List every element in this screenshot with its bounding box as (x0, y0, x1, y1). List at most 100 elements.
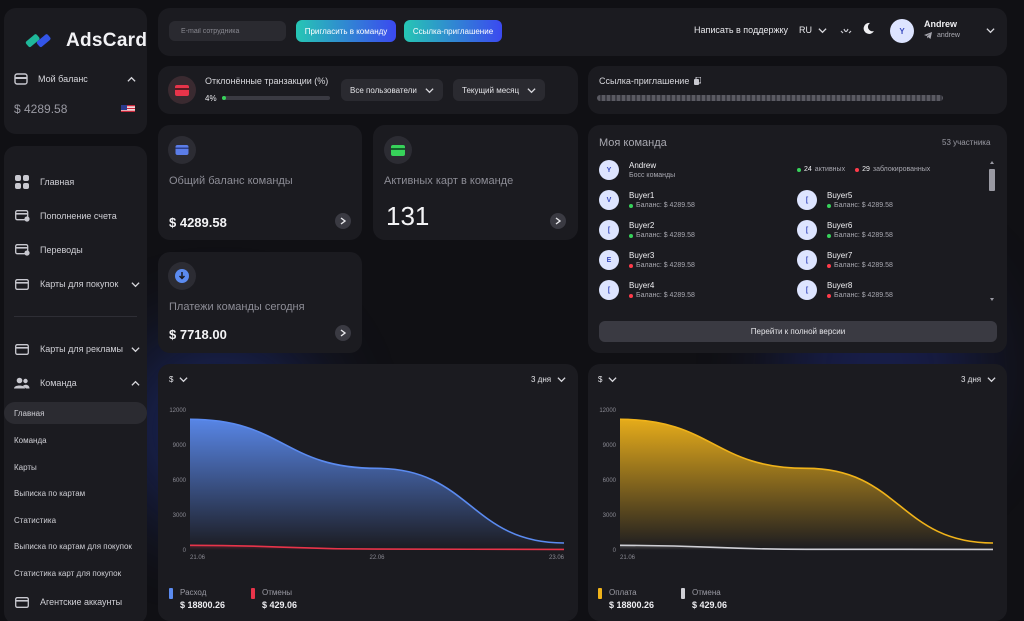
invite-link-button[interactable]: Ссылка-приглашение (404, 20, 502, 42)
legend-value: $ 429.06 (262, 600, 298, 610)
payments-today-title: Платежи команды сегодня (169, 301, 305, 313)
team-count: 53 участника (942, 138, 991, 147)
declined-progress-track (222, 96, 330, 100)
owner-role: Босс команды (629, 172, 676, 179)
team-subitem-main[interactable]: Главная (4, 402, 147, 424)
chevron-down-icon (425, 87, 434, 93)
sidebar-nav-panel (4, 146, 147, 621)
payments-today-arrow-button[interactable] (335, 325, 351, 341)
sidebar-item-label: Команда (40, 378, 77, 388)
team-member[interactable]: [Buyer8 Баланс: $ 4289.58 (797, 280, 893, 300)
invite-link-masked-value[interactable] (597, 95, 943, 101)
owner-avatar: Y (599, 160, 619, 180)
legend-label: Оплата (609, 588, 637, 597)
chart1-period: 3 дня (531, 375, 552, 384)
user-login-row: andrew (924, 32, 960, 39)
team-member[interactable]: [Buyer7 Баланс: $ 4289.58 (797, 250, 893, 270)
team-member[interactable]: [Buyer6 Баланс: $ 4289.58 (797, 220, 893, 240)
member-balance-row: Баланс: $ 4289.58 (629, 262, 695, 269)
brand-logo[interactable]: AdsCard (24, 30, 147, 52)
sidebar-item-label: Главная (40, 177, 75, 187)
period-filter-dropdown[interactable]: Текущий месяц (453, 79, 546, 101)
active-status-dot-icon (629, 203, 633, 208)
balance-label: Мой баланс (38, 74, 88, 84)
legend-swatch (681, 588, 685, 599)
sidebar-item-cards-ads[interactable]: Карты для рекламы (14, 338, 140, 360)
y-tick-label: 3000 (173, 513, 187, 519)
payment-chart: 0 3000 6000 9000 12000 21.06 (599, 408, 994, 561)
sidebar-item-transfers[interactable]: Переводы (14, 239, 140, 261)
card-icon (14, 341, 30, 357)
sidebar-item-main[interactable]: Главная (14, 171, 140, 193)
chevron-right-icon (555, 217, 561, 225)
team-subitem-card-statements[interactable]: Выписка по картам (14, 488, 86, 498)
team-member[interactable]: [Buyer4 Баланс: $ 4289.58 (599, 280, 695, 300)
member-balance: Баланс: $ 4289.58 (636, 292, 695, 299)
y-tick-label: 6000 (603, 478, 617, 484)
spend-chart: 0 3000 6000 9000 12000 21.06 22.06 23.06 (169, 408, 565, 561)
member-avatar: V (599, 190, 619, 210)
member-avatar: [ (599, 280, 619, 300)
moon-icon[interactable] (862, 22, 875, 35)
sidebar-item-agency[interactable]: Агентские аккаунты (14, 591, 140, 613)
active-cards-arrow-button[interactable] (550, 213, 566, 229)
sidebar-item-topup[interactable]: Пополнение счета (14, 205, 140, 227)
user-menu-chevron-icon[interactable] (986, 26, 995, 35)
sidebar-item-label: Переводы (40, 245, 83, 255)
chevron-down-icon (557, 377, 566, 383)
y-tick-label: 12000 (169, 408, 186, 414)
copy-icon[interactable] (694, 77, 702, 85)
card-add-icon (14, 208, 30, 224)
declined-percent: 4% (205, 94, 217, 103)
member-balance: Баланс: $ 4289.58 (834, 292, 893, 299)
team-subitem-statistics[interactable]: Статистика (14, 515, 57, 525)
support-link[interactable]: Написать в поддержку (694, 25, 789, 35)
sidebar-item-label: Пополнение счета (40, 211, 117, 221)
y-tick-label: 3000 (603, 513, 617, 519)
invite-to-team-button[interactable]: Пригласить в команду (296, 20, 396, 42)
team-owner[interactable]: Y Andrew Босс команды (599, 160, 675, 180)
team-subitem-team[interactable]: Команда (14, 435, 47, 445)
team-member[interactable]: [Buyer2 Баланс: $ 4289.58 (599, 220, 695, 240)
sidebar-item-cards-purchase[interactable]: Карты для покупок (14, 273, 140, 295)
team-member[interactable]: V Buyer1 Баланс: $ 4289.58 (599, 190, 695, 210)
member-avatar: [ (797, 220, 817, 240)
chart2-currency-selector[interactable]: $ (598, 375, 618, 384)
team-member[interactable]: E Buyer3 Баланс: $ 4289.58 (599, 250, 695, 270)
owner-name: Andrew (629, 161, 657, 170)
team-subitem-purchase-statistics[interactable]: Статистика карт для покупок (14, 568, 122, 578)
chevron-up-icon (127, 76, 136, 82)
user-avatar[interactable]: Y (890, 19, 914, 43)
team-scrollbar[interactable] (988, 160, 996, 302)
team-balance-arrow-button[interactable] (335, 213, 351, 229)
chart1-currency-selector[interactable]: $ (169, 375, 189, 384)
balance-toggle[interactable]: Мой баланс (14, 73, 136, 85)
blocked-status-dot-icon (827, 263, 831, 268)
employee-email-input[interactable] (169, 21, 286, 41)
member-avatar: [ (599, 220, 619, 240)
member-avatar: [ (797, 280, 817, 300)
chart2-period-selector[interactable]: 3 дня (961, 375, 996, 384)
team-subitem-cards[interactable]: Карты (14, 462, 37, 472)
brand-name: AdsCard (66, 30, 148, 51)
users-filter-dropdown[interactable]: Все пользователи (341, 79, 443, 101)
member-name: Buyer2 (629, 221, 655, 230)
sidebar-item-team[interactable]: Команда (14, 372, 140, 394)
wallet-icon (168, 136, 196, 164)
series-line-Расход[interactable] (189, 418, 565, 544)
language-selector[interactable]: RU (799, 25, 827, 35)
series-area-Оплата (620, 419, 993, 550)
legend-value: $ 429.06 (692, 600, 728, 610)
member-balance: Баланс: $ 4289.58 (636, 262, 695, 269)
sun-icon[interactable] (840, 25, 852, 35)
member-avatar: [ (797, 250, 817, 270)
x-tick-label: 21.06 (190, 555, 206, 561)
chart1-period-selector[interactable]: 3 дня (531, 375, 566, 384)
series-line-Оплата[interactable] (619, 418, 994, 544)
legend-label: Расход (180, 588, 207, 597)
team-subitem-purchase-statements[interactable]: Выписка по картам для покупок (14, 541, 132, 551)
member-balance-row: Баланс: $ 4289.58 (629, 202, 695, 209)
team-member[interactable]: [Buyer5 Баланс: $ 4289.58 (797, 190, 893, 210)
legend-value: $ 18800.26 (609, 600, 655, 610)
full-version-button[interactable]: Перейти к полной версии (599, 321, 997, 342)
